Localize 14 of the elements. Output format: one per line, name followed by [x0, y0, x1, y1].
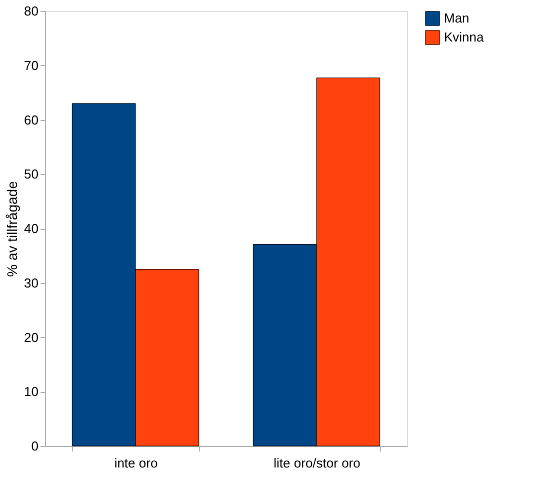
x-tick-label: inte oro	[114, 456, 158, 470]
y-tick-label: 70	[24, 58, 38, 73]
legend-label: Kvinna	[444, 30, 485, 44]
y-axis-title: % av tillfrågade	[4, 180, 20, 277]
x-tick-label: lite oro/stor oro	[274, 456, 360, 470]
y-tick-label: 80	[24, 4, 38, 18]
y-tick-label: 10	[24, 384, 38, 400]
y-tick-label: 60	[24, 112, 38, 128]
legend-label: Man	[444, 10, 470, 26]
y-tick-label: 50	[24, 166, 38, 182]
y-tick-label: 30	[24, 275, 38, 290]
y-tick-label: 40	[24, 221, 38, 236]
y-tick-label: 20	[24, 330, 38, 345]
y-tick-label: 0	[31, 438, 38, 454]
